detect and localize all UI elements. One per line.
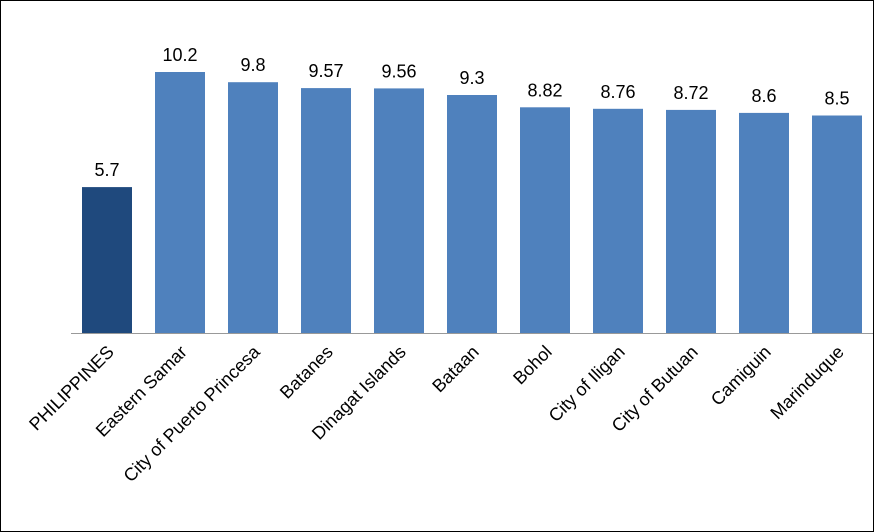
- category-label-marinduque: Marinduque: [766, 342, 847, 423]
- category-label-city-of-puerto-princesa: City of Puerto Princesa: [120, 341, 265, 486]
- category-label-camiguin: Camiguin: [707, 342, 775, 410]
- category-label-bataan: Bataan: [428, 342, 482, 396]
- value-label-city-of-puerto-princesa: 9.8: [240, 55, 265, 75]
- value-label-bohol: 8.82: [527, 80, 562, 100]
- bar-city-of-iligan: [593, 108, 643, 333]
- value-label-philippines: 5.7: [94, 160, 119, 180]
- value-label-city-of-butuan: 8.72: [673, 83, 708, 103]
- bar-city-of-butuan: [666, 109, 716, 334]
- bar-eastern-samar: [155, 72, 205, 333]
- bar-city-of-puerto-princesa: [228, 82, 278, 333]
- value-label-eastern-samar: 10.2: [162, 45, 197, 65]
- category-label-bohol: Bohol: [509, 342, 556, 389]
- value-label-camiguin: 8.6: [751, 86, 776, 106]
- bar-marinduque: [812, 115, 862, 333]
- value-label-dinagat-islands: 9.56: [381, 61, 416, 81]
- bar-philippines: [82, 187, 132, 333]
- value-label-batanes: 9.57: [308, 61, 343, 81]
- bar-batanes: [301, 88, 351, 333]
- bars-layer: [82, 72, 862, 334]
- bar-bataan: [447, 95, 497, 333]
- value-label-bataan: 9.3: [459, 68, 484, 88]
- value-label-city-of-iligan: 8.76: [600, 82, 635, 102]
- bar-dinagat-islands: [374, 88, 424, 334]
- category-label-batanes: Batanes: [276, 342, 337, 403]
- bar-camiguin: [739, 112, 789, 334]
- value-label-marinduque: 8.5: [824, 89, 849, 109]
- bar-bohol: [520, 107, 570, 333]
